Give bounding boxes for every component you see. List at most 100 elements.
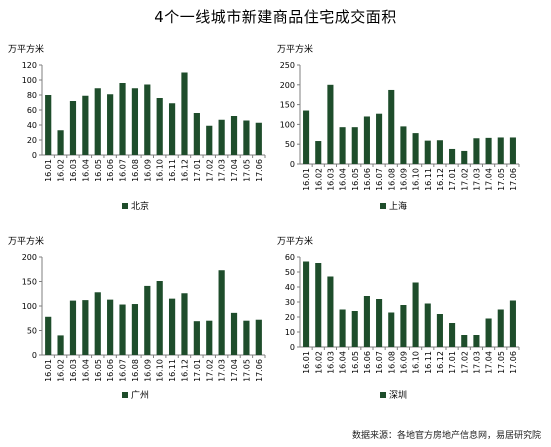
chart1-bar bbox=[156, 98, 163, 155]
chart1-bar bbox=[206, 125, 213, 155]
chart4-x-tick-label: 16.08 bbox=[387, 351, 396, 374]
chart4-bar bbox=[436, 314, 443, 347]
chart3-bar bbox=[156, 281, 163, 355]
chart3-x-tick-label: 17.02 bbox=[205, 359, 214, 382]
chart4-y-tick-label: 0 bbox=[290, 343, 295, 352]
chart2-x-tick-label: 16.01 bbox=[302, 168, 311, 191]
chart3-bar bbox=[206, 320, 213, 355]
chart1-bar bbox=[255, 122, 262, 155]
chart4-bar bbox=[497, 309, 504, 347]
chart3-bar bbox=[144, 285, 151, 355]
chart3-bar bbox=[131, 304, 139, 355]
chart1-x-tick-label: 17.01 bbox=[193, 159, 202, 182]
chart3-bar bbox=[230, 312, 238, 355]
chart1-bar bbox=[168, 103, 176, 155]
chart1-unit-label: 万平方米 bbox=[8, 43, 44, 55]
chart4-bar bbox=[388, 312, 395, 347]
chart2-legend-swatch bbox=[380, 203, 386, 209]
chart3-bar bbox=[168, 298, 176, 355]
chart2-x-tick-label: 16.02 bbox=[314, 168, 323, 191]
chart2-bar bbox=[315, 141, 322, 164]
chart2-bar bbox=[351, 127, 358, 164]
chart4-x-tick-label: 17.05 bbox=[497, 351, 506, 374]
chart1-y-tick-label: 100 bbox=[22, 76, 37, 85]
chart4-bar bbox=[303, 261, 310, 347]
chart4-x-tick-label: 17.02 bbox=[460, 351, 469, 374]
chart1-x-tick-label: 16.12 bbox=[180, 159, 189, 182]
chart4-bar bbox=[449, 323, 456, 347]
chart4-x-tick-label: 16.04 bbox=[339, 351, 348, 374]
chart4-y-tick-label: 20 bbox=[285, 313, 295, 322]
chart2-bar bbox=[400, 126, 407, 164]
chart1-bar bbox=[69, 101, 77, 155]
chart2-x-tick-label: 16.07 bbox=[375, 168, 384, 191]
chart1-legend-swatch bbox=[122, 203, 128, 209]
chart2-x-tick-label: 16.11 bbox=[424, 168, 433, 191]
chart3-x-tick-label: 16.05 bbox=[94, 359, 103, 382]
chart1-bar bbox=[181, 72, 188, 155]
chart2-bar bbox=[509, 137, 516, 164]
chart2-bar bbox=[412, 133, 419, 164]
chart2-bar bbox=[339, 127, 346, 164]
chart2-legend-label: 上海 bbox=[389, 200, 407, 212]
chart3-bar bbox=[107, 299, 114, 355]
chart1-x-tick-label: 16.11 bbox=[168, 159, 177, 182]
chart3-x-tick-label: 16.01 bbox=[44, 359, 53, 382]
chart1-x-tick-label: 16.10 bbox=[156, 159, 165, 182]
chart2-bar bbox=[449, 148, 456, 164]
chart1-x-tick-label: 16.03 bbox=[69, 159, 78, 182]
chart2-x-tick-label: 17.04 bbox=[485, 168, 494, 191]
chart3-bar bbox=[119, 304, 126, 355]
chart3-x-tick-label: 16.07 bbox=[119, 359, 128, 382]
chart3-bar bbox=[193, 321, 200, 355]
chart1-bar bbox=[57, 130, 64, 155]
chart1-y-tick-label: 40 bbox=[27, 121, 37, 130]
chart2-x-tick-label: 16.06 bbox=[363, 168, 372, 191]
chart1-bar bbox=[45, 95, 52, 155]
chart2-bar bbox=[485, 137, 492, 164]
chart3-x-tick-label: 17.01 bbox=[193, 359, 202, 382]
chart4-x-tick-label: 17.03 bbox=[472, 351, 481, 374]
chart2-bar bbox=[461, 150, 468, 164]
chart3-legend-swatch bbox=[122, 392, 128, 398]
source-note: 数据来源：各地官方房地产信息网，易居研究院 bbox=[351, 431, 541, 441]
chart2-bar bbox=[497, 137, 504, 164]
chart3-x-tick-label: 16.12 bbox=[180, 359, 189, 382]
chart4-x-tick-label: 16.11 bbox=[424, 351, 433, 374]
chart3-x-tick-label: 16.06 bbox=[106, 359, 115, 382]
chart4-y-tick-label: 50 bbox=[285, 268, 295, 277]
chart1-x-tick-label: 17.05 bbox=[242, 159, 251, 182]
chart1-y-tick-label: 0 bbox=[32, 151, 37, 160]
chart3-x-tick-label: 16.08 bbox=[131, 359, 140, 382]
chart1-bar bbox=[230, 116, 238, 155]
chart4-bar bbox=[339, 309, 346, 347]
chart4-bar bbox=[363, 296, 370, 347]
chart4-y-tick-label: 40 bbox=[285, 283, 295, 292]
chart3-x-tick-label: 17.05 bbox=[242, 359, 251, 382]
chart1-bar bbox=[94, 88, 101, 155]
chart2-bar bbox=[424, 140, 431, 164]
chart3-bar bbox=[94, 292, 101, 355]
chart4-bar bbox=[400, 305, 407, 347]
chart1-legend-label: 北京 bbox=[131, 200, 149, 212]
chart3-bar bbox=[181, 293, 188, 355]
chart3-y-tick-label: 0 bbox=[32, 351, 37, 360]
chart1-bar bbox=[119, 83, 126, 155]
chart2-y-tick-label: 150 bbox=[280, 101, 295, 110]
chart2-x-tick-label: 17.06 bbox=[509, 168, 518, 191]
chart3-bar bbox=[69, 300, 77, 355]
chart1-x-tick-label: 17.06 bbox=[255, 159, 264, 182]
chart1-x-tick-label: 16.04 bbox=[81, 159, 90, 182]
chart1-x-tick-label: 17.04 bbox=[230, 159, 239, 182]
chart2-y-tick-label: 50 bbox=[285, 140, 295, 149]
chart4-x-tick-label: 16.07 bbox=[375, 351, 384, 374]
chart2-bar bbox=[436, 140, 443, 164]
chart3-x-tick-label: 17.03 bbox=[218, 359, 227, 382]
chart4-bar bbox=[412, 282, 419, 347]
chart4-x-tick-label: 17.04 bbox=[485, 351, 494, 374]
chart4-bar bbox=[473, 335, 480, 347]
chart4-bar bbox=[485, 318, 492, 347]
chart3-x-tick-label: 17.04 bbox=[230, 359, 239, 382]
chart4-bar bbox=[315, 263, 322, 347]
